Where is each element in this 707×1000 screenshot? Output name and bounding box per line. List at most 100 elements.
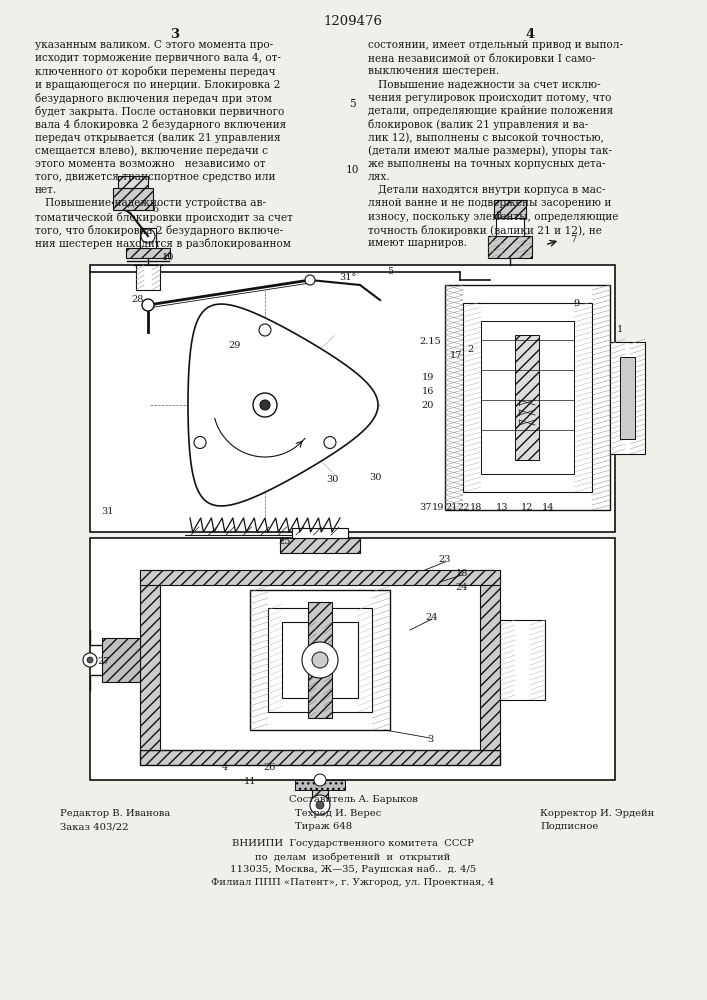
Text: и вращающегося по инерции. Блокировка 2: и вращающегося по инерции. Блокировка 2 [35, 80, 281, 90]
Text: 2: 2 [468, 346, 474, 355]
Bar [282, 622, 358, 698]
Bar [292, 528, 348, 538]
Bar [126, 248, 170, 258]
Text: 6: 6 [152, 206, 158, 215]
Text: ляной ванне и не подвержены засорению и: ляной ванне и не подвержены засорению и [368, 198, 612, 208]
Circle shape [87, 657, 93, 663]
Bar [515, 335, 539, 460]
Bar [312, 780, 328, 800]
Text: Повышение надежности за счет исклю-: Повышение надежности за счет исклю- [368, 80, 601, 90]
Text: 28: 28 [132, 296, 144, 304]
Text: имеют шарниров.: имеют шарниров. [368, 238, 467, 248]
Bar [136, 265, 160, 290]
Text: Составитель А. Барыков: Составитель А. Барыков [288, 795, 417, 804]
Text: 3: 3 [427, 736, 433, 744]
Text: 13: 13 [496, 504, 508, 512]
Bar [295, 780, 345, 790]
Text: этого момента возможно   независимо от: этого момента возможно независимо от [35, 159, 266, 169]
Text: Корректор И. Эрдейн: Корректор И. Эрдейн [540, 809, 655, 818]
Bar [308, 602, 332, 718]
Circle shape [305, 275, 315, 285]
Text: 14: 14 [542, 504, 554, 512]
Text: 4: 4 [222, 764, 228, 772]
Text: 10: 10 [162, 253, 174, 262]
Text: того, что блокировка 2 безударного включе-: того, что блокировка 2 безударного включ… [35, 225, 283, 236]
Circle shape [260, 400, 270, 410]
Circle shape [314, 774, 326, 786]
Text: выключения шестерен.: выключения шестерен. [368, 66, 499, 76]
Text: Подписное: Подписное [540, 822, 598, 831]
Text: точность блокировки (валики 21 и 12), не: точность блокировки (валики 21 и 12), не [368, 225, 602, 236]
Text: 11: 11 [244, 778, 256, 786]
Text: 29: 29 [229, 340, 241, 350]
Circle shape [310, 795, 330, 815]
Text: 1: 1 [617, 326, 623, 334]
Text: (детали имеют малые размеры), упоры так-: (детали имеют малые размеры), упоры так- [368, 146, 612, 156]
Text: детали, определяющие крайние положения: детали, определяющие крайние положения [368, 106, 613, 116]
Bar [445, 285, 610, 510]
Text: 19: 19 [432, 504, 444, 512]
Text: ния шестерен находится в разблокированном: ния шестерен находится в разблокированно… [35, 238, 291, 249]
Text: 9: 9 [573, 298, 579, 308]
Bar [250, 590, 390, 730]
Text: Техред И. Верес: Техред И. Верес [295, 809, 381, 818]
Bar [480, 570, 500, 750]
Text: 24: 24 [426, 612, 438, 621]
Text: исходит торможение первичного вала 4, от-: исходит торможение первичного вала 4, от… [35, 53, 281, 63]
Text: 26: 26 [264, 764, 276, 772]
Text: блокировок (валик 21 управления и ва-: блокировок (валик 21 управления и ва- [368, 119, 588, 130]
Text: ключенного от коробки перемены передач: ключенного от коробки перемены передач [35, 66, 276, 77]
Text: томатической блокировки происходит за счет: томатической блокировки происходит за сч… [35, 212, 293, 223]
Text: лях.: лях. [368, 172, 391, 182]
Circle shape [316, 801, 324, 809]
Text: 19: 19 [422, 373, 434, 382]
Bar [496, 218, 524, 236]
Bar [118, 176, 148, 188]
Bar [280, 538, 360, 553]
Text: 18: 18 [456, 568, 468, 578]
Bar [463, 303, 592, 492]
Text: 31°: 31° [339, 273, 356, 282]
Text: 27: 27 [98, 658, 110, 666]
Circle shape [324, 436, 336, 448]
Text: того, движется транспортное средство или: того, движется транспортное средство или [35, 172, 276, 182]
Bar [113, 188, 153, 210]
Text: состоянии, имеет отдельный привод и выпол-: состоянии, имеет отдельный привод и выпо… [368, 40, 623, 50]
Text: 31: 31 [102, 508, 115, 516]
Text: 5: 5 [387, 267, 393, 276]
Text: лик 12), выполнены с высокой точностью,: лик 12), выполнены с высокой точностью, [368, 132, 604, 143]
Circle shape [83, 653, 97, 667]
Bar [102, 638, 140, 682]
Text: Филиал ППП «Патент», г. Ужгород, ул. Проектная, 4: Филиал ППП «Патент», г. Ужгород, ул. Про… [211, 878, 495, 887]
Text: 25: 25 [279, 538, 291, 546]
Text: 30: 30 [326, 476, 338, 485]
Text: указанным валиком. С этого момента про-: указанным валиком. С этого момента про- [35, 40, 273, 50]
Bar [140, 750, 500, 765]
Text: Редактор В. Иванова: Редактор В. Иванова [60, 809, 170, 818]
Text: 2.15: 2.15 [419, 338, 441, 347]
Text: 30: 30 [369, 474, 381, 483]
Circle shape [141, 229, 155, 243]
Bar [140, 228, 156, 248]
Text: Тираж 648: Тираж 648 [295, 822, 352, 831]
Text: Детали находятся внутри корпуса в мас-: Детали находятся внутри корпуса в мас- [368, 185, 605, 195]
Polygon shape [188, 304, 378, 506]
Text: 23: 23 [439, 556, 451, 564]
Text: будет закрыта. После остановки первичного: будет закрыта. После остановки первичног… [35, 106, 284, 117]
Bar [610, 342, 645, 454]
Circle shape [142, 299, 154, 311]
Text: чения регулировок происходит потому, что: чения регулировок происходит потому, что [368, 93, 612, 103]
Text: Заказ 403/22: Заказ 403/22 [60, 822, 129, 831]
Circle shape [259, 324, 271, 336]
Text: 21: 21 [445, 504, 458, 512]
Text: 113035, Москва, Ж—35, Раушская наб..  д. 4/5: 113035, Москва, Ж—35, Раушская наб.. д. … [230, 865, 476, 874]
Text: износу, поскольку элементы, определяющие: износу, поскольку элементы, определяющие [368, 212, 619, 222]
Text: 17: 17 [450, 351, 462, 360]
Text: 20: 20 [422, 401, 434, 410]
Text: 12: 12 [521, 504, 533, 512]
Text: же выполнены на точных корпусных дета-: же выполнены на точных корпусных дета- [368, 159, 605, 169]
Text: Повышение надежности устройства ав-: Повышение надежности устройства ав- [35, 198, 266, 208]
Circle shape [312, 652, 328, 668]
Text: ВНИИПИ  Государственного комитета  СССР: ВНИИПИ Государственного комитета СССР [232, 839, 474, 848]
Circle shape [194, 436, 206, 448]
